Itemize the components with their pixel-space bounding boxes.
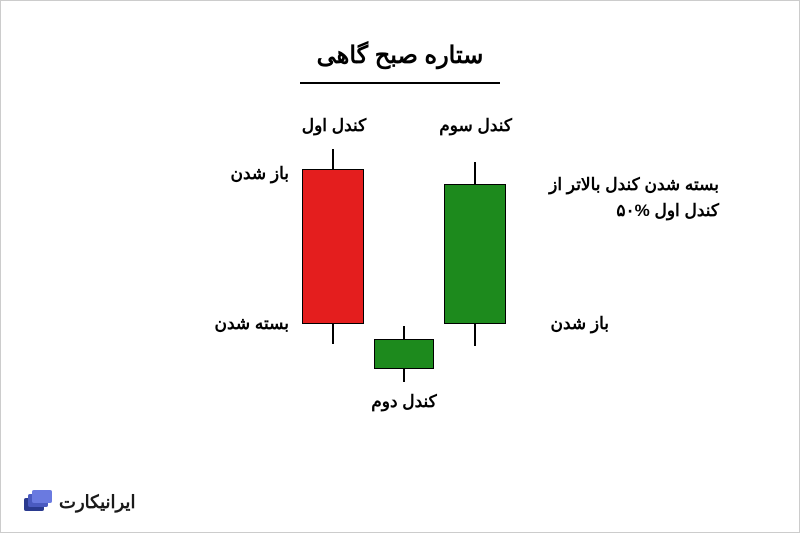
label-close-above-line1: بسته شدن کندل بالاتر از: [519, 172, 719, 198]
label-open-left: باز شدن: [199, 164, 289, 184]
label-open-right: باز شدن: [519, 314, 609, 334]
candle-2-wick-bottom: [403, 369, 405, 382]
brand-logo: ایرانیکارت: [23, 490, 135, 514]
candle-3-wick-bottom: [474, 324, 476, 346]
label-candle-1: کندل اول: [299, 116, 369, 136]
label-close-left: بسته شدن: [189, 314, 289, 334]
chart-area: کندل اول کندل سوم کندل دوم باز شدن بسته …: [0, 104, 799, 484]
chart-title: ستاره صبح گاهی: [1, 41, 799, 82]
candle-1-body: [302, 169, 364, 324]
candle-3-body: [444, 184, 506, 324]
logo-cards-icon: [23, 490, 53, 514]
label-candle-3: کندل سوم: [442, 116, 512, 136]
label-candle-2: کندل دوم: [369, 392, 439, 412]
candle-3-wick-top: [474, 162, 476, 184]
logo-text: ایرانیکارت: [59, 492, 135, 513]
label-close-above: بسته شدن کندل بالاتر از کندل اول %۵۰: [519, 172, 719, 223]
candle-2-body: [374, 339, 434, 369]
label-close-above-line2: کندل اول %۵۰: [519, 198, 719, 224]
candle-1-wick-bottom: [332, 324, 334, 344]
candle-1-wick-top: [332, 149, 334, 169]
title-underline: [300, 82, 500, 84]
candle-2-wick-top: [403, 326, 405, 339]
